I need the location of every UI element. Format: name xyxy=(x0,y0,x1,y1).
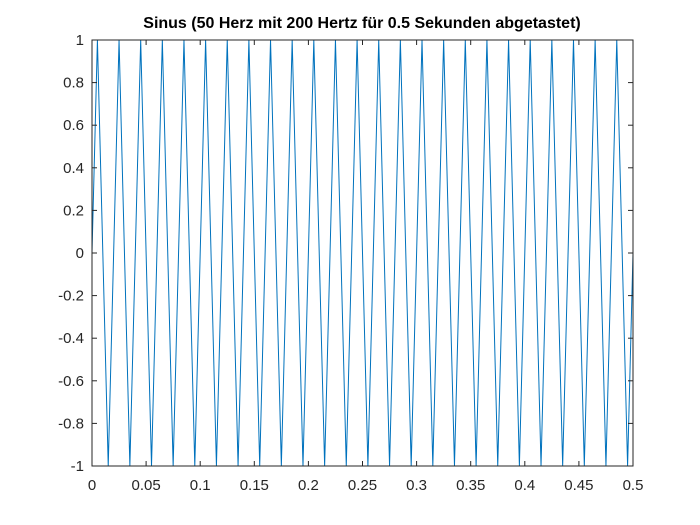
x-tick-label: 0.3 xyxy=(406,477,427,494)
series-layer xyxy=(91,39,634,467)
y-tick-label: 0.2 xyxy=(63,202,84,219)
y-tick-label: 0 xyxy=(76,245,84,262)
y-tick-label: -0.4 xyxy=(58,330,84,347)
x-tick-label: 0.5 xyxy=(623,477,644,494)
y-tick-label: -0.2 xyxy=(58,288,84,305)
x-tick-label: 0.2 xyxy=(298,477,319,494)
series-line-0 xyxy=(91,39,634,467)
y-tick-label: 0.6 xyxy=(63,117,84,134)
x-tick-label: 0.35 xyxy=(456,477,485,494)
x-tick-label: 0.05 xyxy=(131,477,160,494)
x-tick-label: 0.15 xyxy=(240,477,269,494)
x-ticks-layer: 0 0.05 0.1 0.15 0.2 0.25 0.3 0.35 0.4 0.45 0.5 xyxy=(88,40,644,494)
x-tick-label: 0 xyxy=(88,477,96,494)
x-tick-label: 0.25 xyxy=(348,477,377,494)
x-tick-label: 0.1 xyxy=(190,477,211,494)
y-tick-label: 0.8 xyxy=(63,75,84,92)
y-tick-label: 1 xyxy=(76,32,84,49)
y-ticks-layer: -1 -0.8 -0.6 -0.4 -0.2 0 0.2 0.4 0.6 0.8 1 xyxy=(58,32,633,475)
x-tick-label: 0.4 xyxy=(514,477,535,494)
y-tick-label: -1 xyxy=(71,458,84,475)
y-tick-label: 0.4 xyxy=(63,160,84,177)
y-tick-label: -0.8 xyxy=(58,415,84,432)
x-tick-label: 0.45 xyxy=(564,477,593,494)
chart-title: Sinus (50 Herz mit 200 Hertz für 0.5 Sek… xyxy=(143,15,580,32)
y-tick-label: -0.6 xyxy=(58,373,84,390)
